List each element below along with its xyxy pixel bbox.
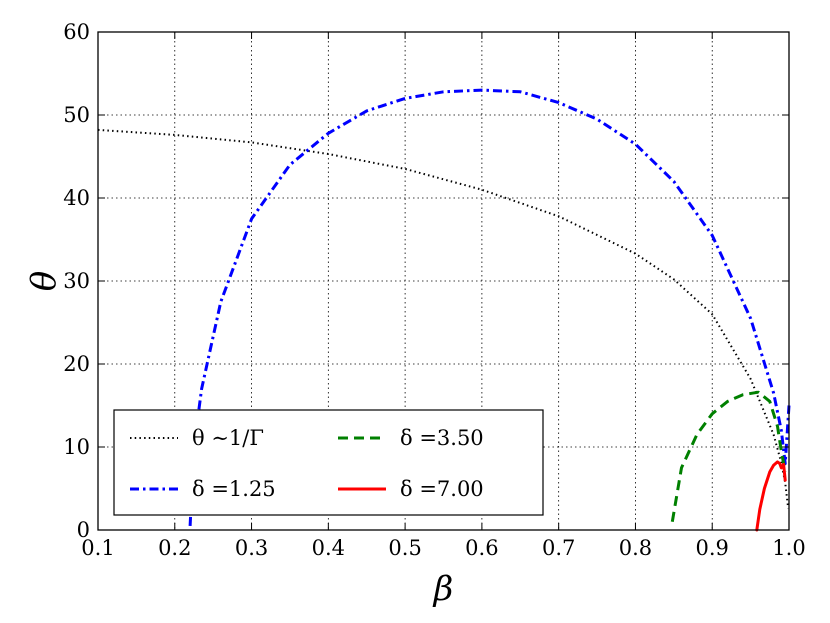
series-layer — [97, 88, 791, 532]
series-line-3 — [670, 390, 787, 522]
x-tick-label: 0.6 — [465, 536, 498, 560]
x-tick-label: 0.9 — [696, 536, 729, 560]
y-tick-label: 30 — [63, 269, 90, 293]
y-tick-label: 10 — [63, 435, 90, 459]
x-tick-label: 1.0 — [772, 536, 805, 560]
x-tick-label: 0.4 — [312, 536, 345, 560]
y-tick-label: 20 — [63, 352, 90, 376]
legend-label-2: δ =1.25 — [192, 477, 276, 501]
x-tick-label: 0.2 — [158, 536, 191, 560]
series-line-4 — [755, 460, 787, 532]
x-tick-label: 0.1 — [81, 536, 114, 560]
x-tick-label: 0.8 — [619, 536, 652, 560]
x-axis-label: β — [432, 569, 454, 609]
x-tick-label: 0.3 — [235, 536, 268, 560]
y-tick-label: 0 — [77, 518, 90, 542]
legend: θ ∼1/Γ δ =1.25 δ =3.50 δ =7.00 — [113, 409, 544, 516]
y-tick-label: 40 — [63, 186, 90, 210]
y-tick-label: 60 — [63, 20, 90, 44]
legend-box — [113, 409, 544, 516]
ticks: 0.1 0.2 0.3 0.4 0.5 0.6 0.7 0.8 0.9 1.0 0 10 20 30 40 5… — [63, 20, 805, 560]
legend-label-4: δ =7.00 — [400, 477, 484, 501]
x-tick-label: 0.7 — [542, 536, 575, 560]
series-line-2 — [188, 88, 791, 526]
legend-label-3: δ =3.50 — [400, 426, 484, 450]
x-tick-label: 0.5 — [388, 536, 421, 560]
legend-label-1: θ ∼1/Γ — [192, 426, 264, 450]
series-line-1 — [97, 128, 790, 509]
y-axis-label: θ — [24, 271, 64, 291]
y-tick-label: 50 — [63, 103, 90, 127]
